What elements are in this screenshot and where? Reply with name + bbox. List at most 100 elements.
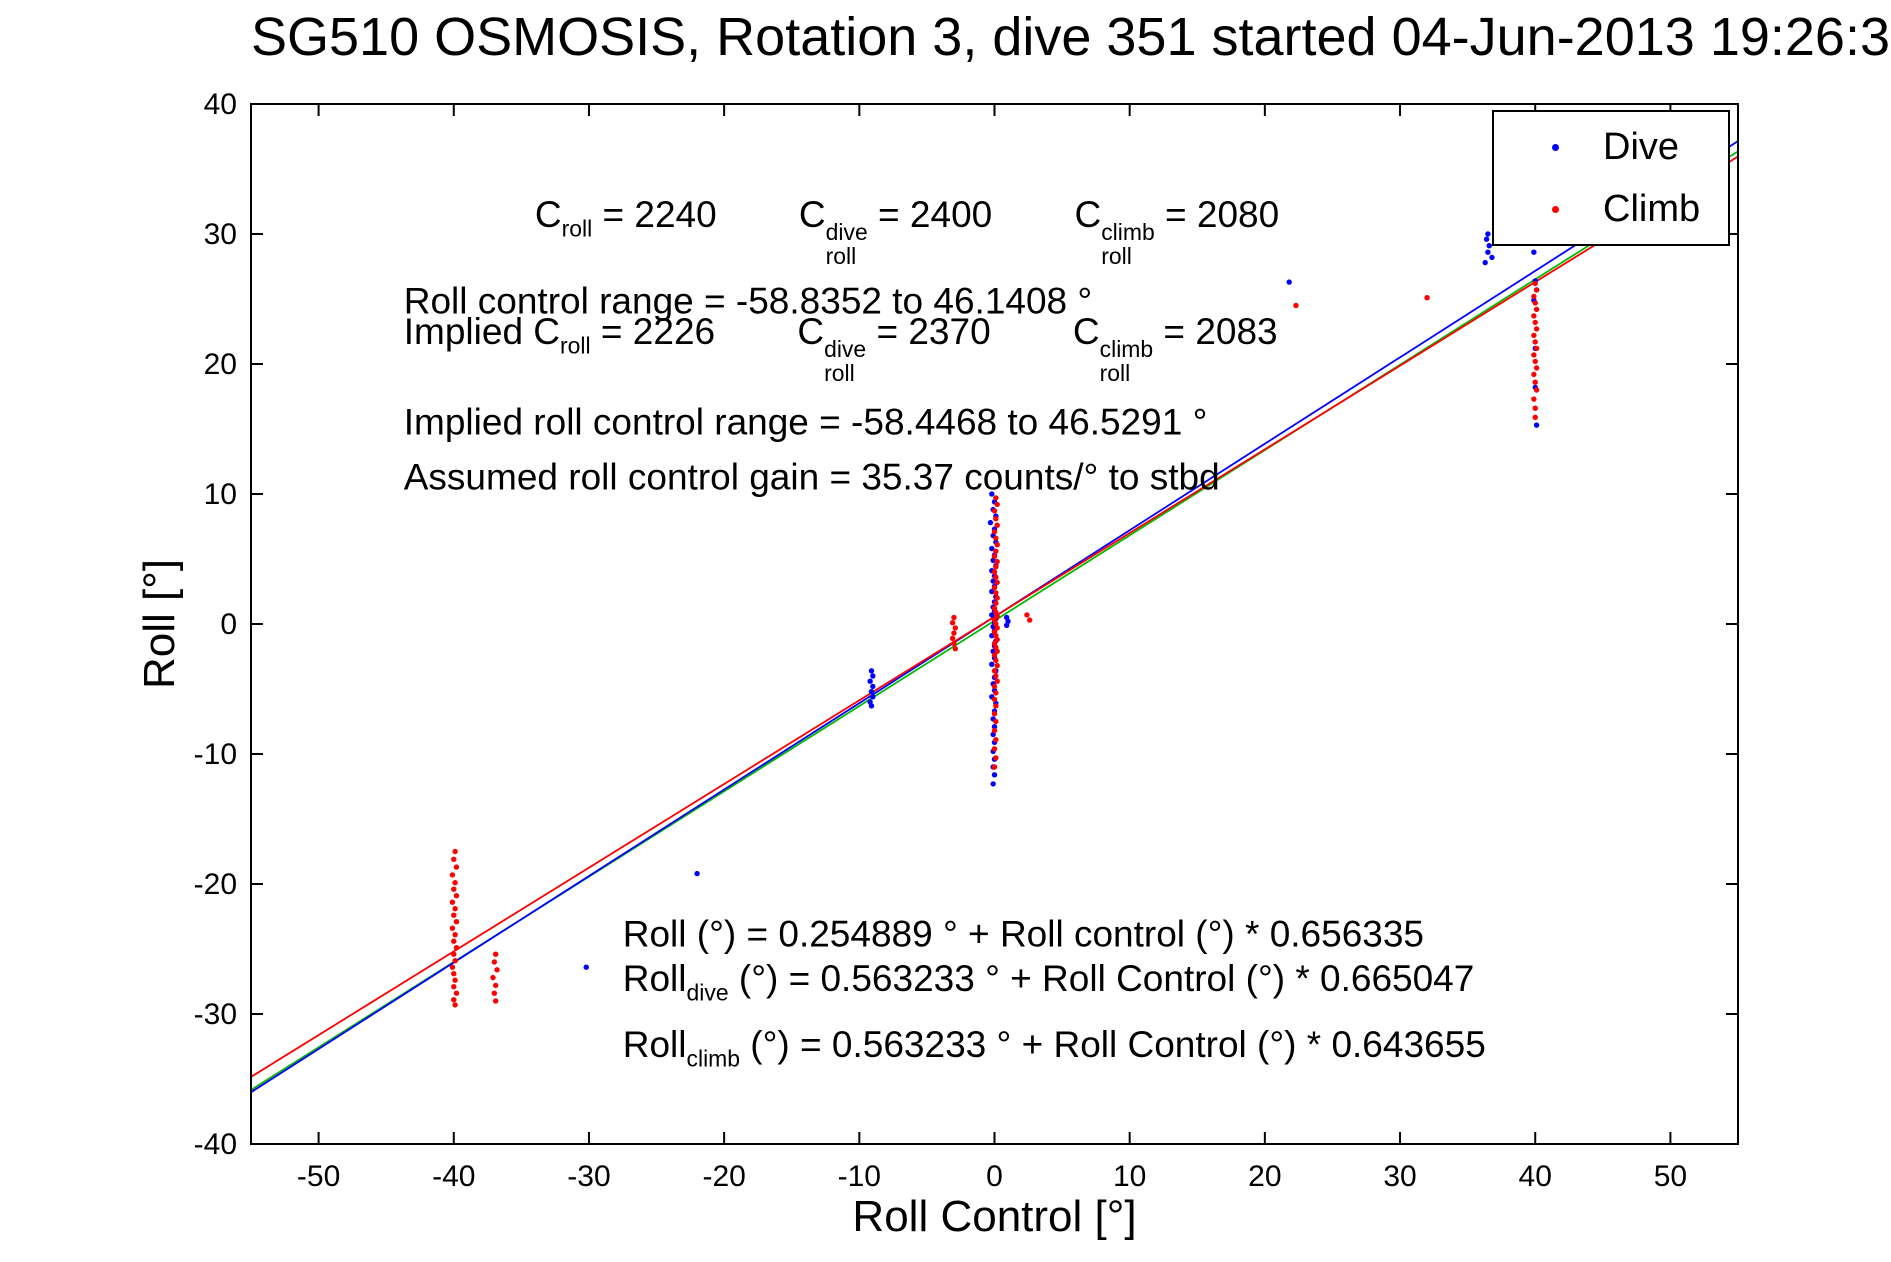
data-point-dive [868,703,875,709]
climb-marker-icon [1552,205,1559,213]
data-point-climb [1532,319,1538,326]
data-point-climb [991,711,998,717]
data-point-climb [449,964,456,970]
data-point-dive [990,578,996,584]
annotation-text: Assumed roll control gain = 35.37 counts… [403,457,1220,499]
data-point-climb [993,673,999,679]
y-tick-label: 0 [220,608,237,641]
data-point-climb [994,542,1000,548]
data-point-climb [1531,313,1537,319]
annotation-text: Rolldive (°) = 0.563233 ° + Roll Control… [622,957,1475,1005]
data-point-climb [991,764,998,770]
y-tick-label: 10 [204,478,237,511]
data-point-climb [991,529,998,535]
data-point-climb [993,564,999,570]
data-point-climb [451,912,457,918]
x-tick-label: 50 [1654,1160,1687,1193]
data-point-climb [991,696,998,703]
data-point-climb [993,590,999,596]
data-point-climb [1533,345,1540,352]
legend-label-dive: Dive [1603,125,1680,168]
annotation-text: Rollclimb (°) = 0.563233 ° + Roll Contro… [622,1024,1486,1072]
data-point-dive [989,491,995,497]
legend-item-climb: Climb [1494,178,1728,240]
data-point-dive [989,633,995,639]
data-point-climb [993,548,999,554]
data-point-dive [989,612,995,618]
x-tick-label: -40 [432,1160,475,1193]
x-tick-label: 10 [1113,1160,1146,1193]
data-point-climb [952,625,958,631]
data-point-climb [949,620,956,626]
data-point-climb [452,906,458,912]
data-point-dive [990,781,996,787]
data-point-dive [870,673,876,679]
data-point-climb [1532,414,1538,420]
data-point-climb [492,982,499,989]
data-point-climb [453,990,460,996]
data-point-climb [491,959,498,965]
data-point-climb [1026,617,1033,623]
x-tick-label: 40 [1519,1160,1552,1193]
data-point-dive [1483,236,1490,242]
data-point-climb [451,984,457,990]
data-point-climb [1532,379,1538,385]
data-point-climb [1532,405,1538,411]
data-point-dive [1485,249,1491,255]
y-tick-label: 40 [204,88,237,121]
y-axis-label: Roll [°] [135,558,184,690]
data-point-dive [991,724,998,730]
legend-label-climb: Climb [1603,187,1701,230]
legend-item-dive: Dive [1494,116,1728,178]
data-point-climb [951,640,957,647]
data-point-dive [1482,259,1488,266]
data-point-climb [994,501,1000,508]
annotation-text: Implied roll control range = -58.4468 to… [403,401,1208,443]
data-point-climb [1424,295,1430,301]
data-point-climb [451,951,457,957]
data-point-climb [1533,306,1540,313]
data-point-climb [952,646,958,652]
data-point-climb [994,613,1000,619]
data-point-climb [993,737,999,743]
data-point-climb [451,886,457,892]
annotation-text: Roll control range = -58.8352 to 46.1408… [403,280,1093,322]
data-point-climb [492,951,499,957]
data-point-climb [993,535,999,541]
x-tick-label: -10 [838,1160,881,1193]
data-point-climb [994,595,1000,601]
data-point-climb [991,668,998,674]
data-point-climb [451,971,457,977]
data-point-climb [994,636,1000,643]
data-point-climb [453,864,460,870]
data-point-climb [452,958,458,964]
chart-title: SG510 OSMOSIS, Rotation 3, dive 351 star… [251,7,1891,67]
data-point-climb [993,495,999,501]
data-point-climb [1531,396,1537,402]
y-tick-label: 20 [204,348,237,381]
data-point-climb [453,945,460,951]
data-point-dive [868,688,875,695]
data-point-climb [991,569,998,575]
data-point-climb [1531,293,1537,300]
data-point-climb [452,932,458,938]
data-point-climb [452,880,458,886]
data-point-climb [1533,387,1540,393]
data-point-dive [583,964,589,970]
data-point-climb [453,893,460,899]
legend: Dive Climb [1492,110,1730,246]
x-tick-label: -20 [702,1160,745,1193]
data-point-climb [993,718,999,725]
data-point-climb [1531,332,1537,339]
data-point-climb [993,703,999,709]
data-point-climb [449,925,456,931]
data-point-climb [1293,302,1299,309]
data-point-climb [991,683,998,690]
data-point-climb [1531,352,1537,358]
data-point-climb [993,690,999,696]
data-point-climb [991,727,998,734]
data-point-climb [993,657,999,664]
data-point-climb [994,522,1000,528]
